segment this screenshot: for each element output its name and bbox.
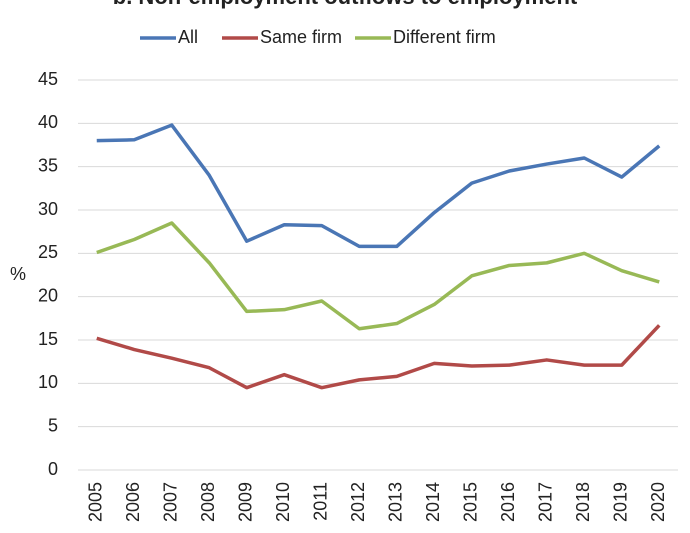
series-line <box>96 123 661 249</box>
x-tick-label: 2005 <box>86 482 106 522</box>
y-tick-label: 5 <box>48 415 58 435</box>
x-tick-label: 2013 <box>386 482 406 522</box>
series-line <box>96 221 660 331</box>
x-tick-label: 2007 <box>161 482 181 522</box>
y-tick-label: 20 <box>38 285 58 305</box>
x-tick-label: 2015 <box>461 482 481 522</box>
y-tick-label: 40 <box>38 112 58 132</box>
legend-label: Different firm <box>393 27 496 47</box>
legend-label: All <box>178 27 198 47</box>
x-tick-label: 2019 <box>611 482 631 522</box>
x-tick-label: 2008 <box>198 482 218 522</box>
x-tick-label: 2009 <box>236 482 256 522</box>
y-tick-label: 0 <box>48 459 58 479</box>
x-tick-label: 2017 <box>536 482 556 522</box>
x-tick-label: 2016 <box>498 482 518 522</box>
x-tick-label: 2010 <box>273 482 293 522</box>
y-axis-label: % <box>10 264 26 284</box>
x-tick-label: 2014 <box>423 482 443 522</box>
x-tick-label: 2012 <box>348 482 368 522</box>
x-tick-label: 2018 <box>573 482 593 522</box>
y-tick-label: 35 <box>38 155 58 175</box>
x-tick-label: 2011 <box>311 482 331 521</box>
legend-label: Same firm <box>260 27 342 47</box>
x-tick-label: 2006 <box>123 482 143 522</box>
y-tick-label: 45 <box>38 69 58 89</box>
y-tick-label: 30 <box>38 199 58 219</box>
y-tick-label: 10 <box>38 372 58 392</box>
y-tick-label: 15 <box>38 329 58 349</box>
chart-title: b. Non-employment outflows to employment <box>113 0 578 9</box>
x-tick-label: 2020 <box>648 482 668 522</box>
series-line <box>96 324 661 390</box>
y-tick-label: 25 <box>38 242 58 262</box>
